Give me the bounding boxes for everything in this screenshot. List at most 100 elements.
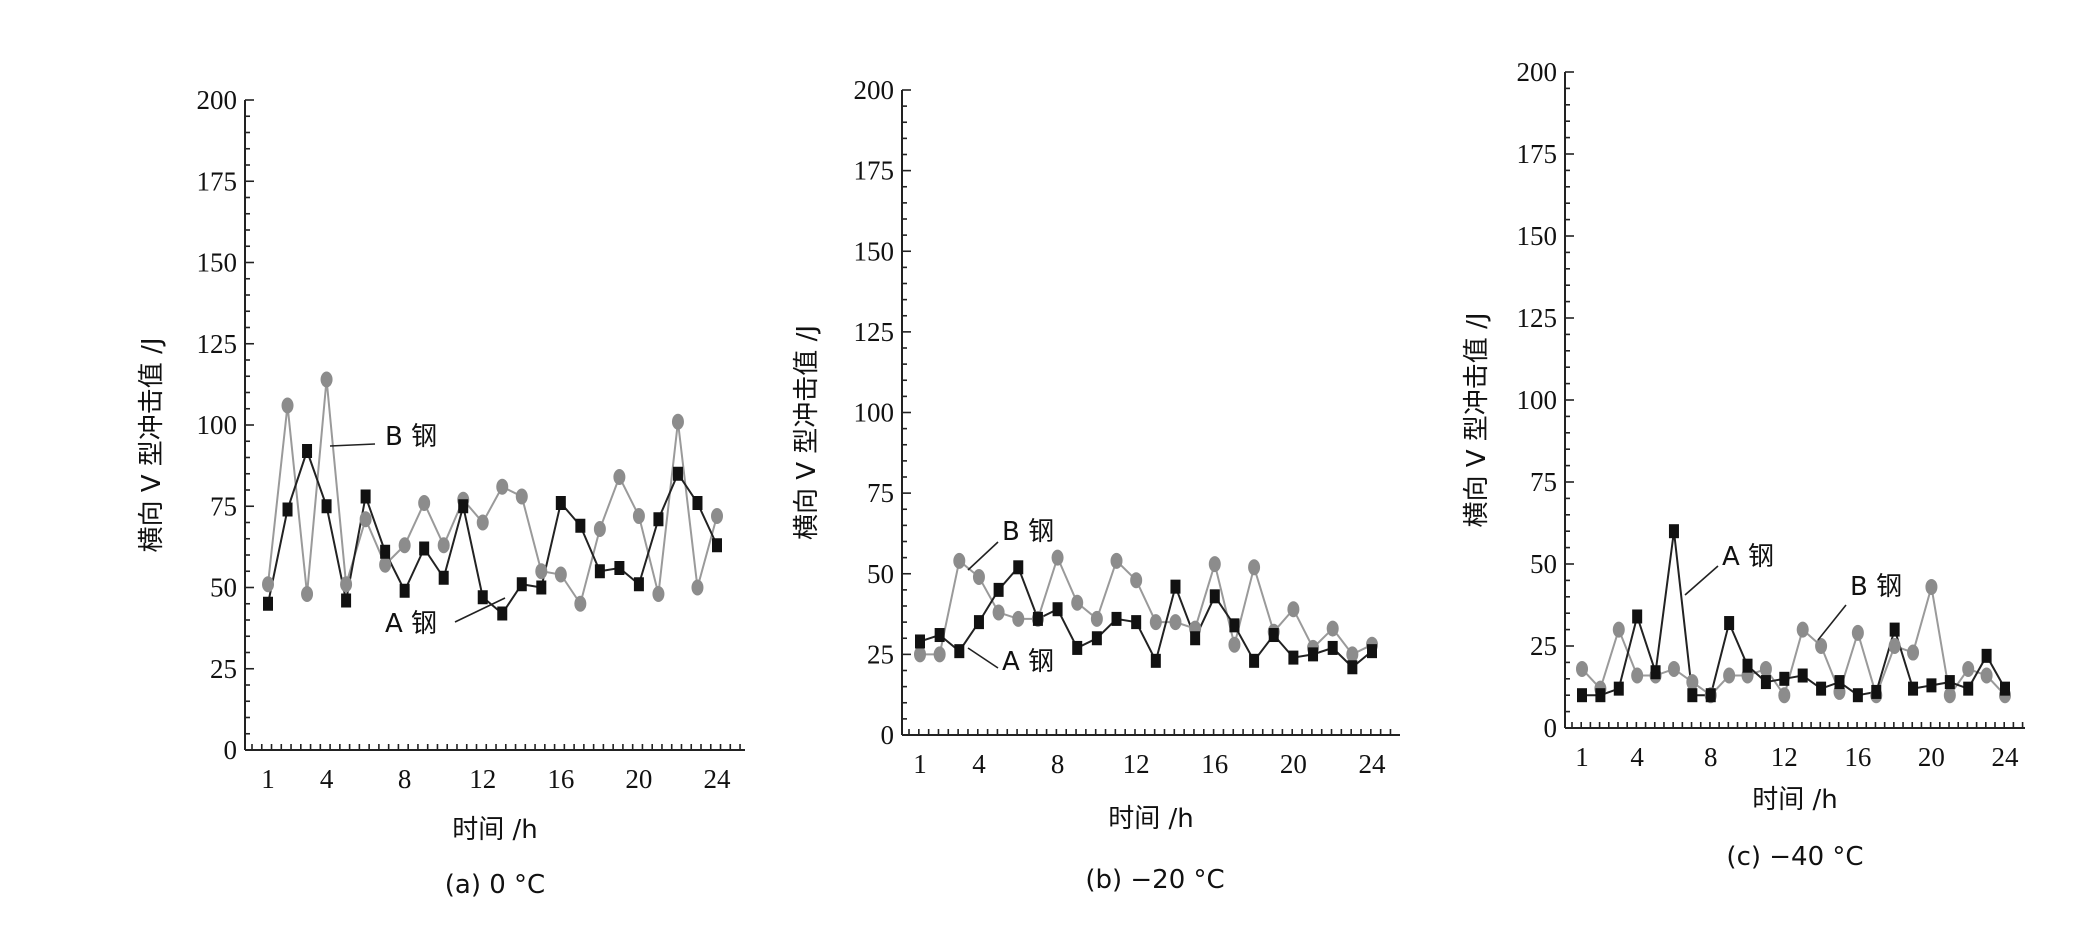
y-tick-label: 0 — [1544, 713, 1558, 743]
y-tick-label: 75 — [867, 478, 894, 508]
data-point-a — [1779, 671, 1790, 686]
data-point-a — [1209, 589, 1220, 604]
data-point-b — [1149, 614, 1162, 631]
data-point-b — [1346, 646, 1359, 663]
data-point-a — [1249, 653, 1260, 668]
data-point-a — [1871, 684, 1882, 699]
data-point-b — [992, 604, 1005, 621]
y-tick-label: 125 — [1517, 303, 1558, 333]
data-point-b — [574, 595, 587, 612]
panel-caption: (a) 0 °C — [445, 870, 545, 900]
y-tick-label: 75 — [210, 491, 237, 521]
data-point-a — [1705, 688, 1716, 703]
data-point-b — [301, 586, 314, 602]
data-point-a — [1577, 688, 1587, 703]
x-tick-label: 8 — [1051, 749, 1065, 779]
y-tick-label: 100 — [1517, 385, 1558, 415]
data-point-a — [399, 583, 410, 598]
data-point-a — [633, 577, 644, 592]
data-point-b — [1667, 660, 1680, 677]
y-tick-label: 0 — [881, 720, 895, 750]
data-point-a — [1908, 681, 1919, 696]
data-point-a — [341, 593, 352, 608]
data-point-a — [1926, 678, 1937, 693]
data-point-b — [359, 511, 372, 528]
y-tick-label: 150 — [854, 236, 895, 266]
data-point-b — [1090, 610, 1103, 627]
x-tick-label: 16 — [1201, 749, 1228, 779]
panel-caption: (c) −40 °C — [1726, 842, 1863, 872]
y-tick-label: 100 — [854, 398, 895, 428]
x-tick-label: 20 — [1918, 742, 1945, 772]
data-point-a — [993, 582, 1004, 597]
data-point-b — [1962, 660, 1975, 677]
data-point-a — [1595, 688, 1606, 703]
data-point-a — [915, 634, 925, 649]
data-point-b — [1169, 614, 1182, 631]
y-tick-label: 175 — [1517, 139, 1558, 169]
data-point-a — [1367, 644, 1377, 659]
series-label-leader — [1684, 565, 1719, 596]
x-tick-label: 4 — [1630, 742, 1644, 772]
y-axis-title: 横向 V 型冲击值 /J — [137, 337, 167, 552]
data-point-a — [1170, 579, 1181, 594]
data-point-b — [933, 646, 946, 663]
data-point-b — [320, 371, 333, 388]
data-point-a — [1072, 640, 1083, 655]
data-point-a — [1632, 609, 1643, 624]
data-point-a — [692, 496, 703, 510]
data-point-a — [1760, 675, 1771, 690]
data-point-a — [321, 499, 332, 514]
y-tick-label: 0 — [224, 735, 238, 765]
x-tick-label: 16 — [1844, 742, 1871, 772]
series-label-leader — [967, 647, 999, 669]
data-point-b — [613, 469, 626, 485]
x-tick-label: 1 — [913, 749, 927, 779]
data-point-a — [954, 644, 965, 659]
data-point-b — [515, 488, 528, 505]
data-point-a — [536, 580, 547, 595]
data-point-a — [1052, 602, 1063, 617]
data-point-b — [691, 579, 704, 596]
data-point-a — [1797, 668, 1808, 683]
data-point-a — [1834, 675, 1845, 690]
data-point-b — [652, 586, 665, 602]
data-point-b — [1130, 572, 1143, 589]
data-point-a — [1091, 631, 1102, 646]
data-point-a — [1032, 611, 1043, 626]
x-axis-title: 时间 /h — [1752, 785, 1838, 815]
data-point-b — [1631, 667, 1644, 684]
data-point-b — [632, 508, 645, 524]
data-point-a — [1944, 675, 1955, 690]
y-axis-title: 横向 V 型冲击值 /J — [1462, 312, 1492, 527]
data-point-b — [1326, 620, 1339, 637]
data-point-a — [1668, 524, 1679, 539]
data-point-a — [1111, 611, 1122, 626]
data-point-b — [418, 495, 431, 511]
data-point-b — [1208, 556, 1221, 573]
data-point-a — [1742, 658, 1753, 673]
data-point-b — [535, 563, 548, 580]
data-point-b — [398, 537, 411, 554]
data-point-b — [437, 537, 450, 554]
data-point-a — [1687, 688, 1698, 703]
data-point-a — [1963, 681, 1974, 696]
data-point-a — [438, 570, 449, 585]
series-label: B 钢 — [385, 422, 437, 452]
data-point-a — [263, 596, 273, 611]
data-point-a — [1889, 622, 1900, 637]
data-point-b — [1723, 667, 1736, 684]
data-point-a — [302, 444, 313, 458]
data-point-a — [1268, 628, 1279, 643]
data-point-b — [1925, 578, 1938, 595]
data-point-b — [914, 646, 926, 663]
y-tick-label: 50 — [210, 573, 237, 603]
data-point-b — [1228, 636, 1241, 653]
data-point-b — [1907, 644, 1920, 661]
data-point-b — [1248, 559, 1261, 576]
x-tick-label: 12 — [1771, 742, 1798, 772]
x-axis-title: 时间 /h — [1108, 804, 1194, 834]
data-point-a — [1650, 665, 1661, 680]
chart-panel-1: 0 25 50 75 100 125 150 175 200 1 4 8 12 16 20 24 时间 /h 横向… — [137, 85, 745, 900]
data-point-b — [496, 478, 509, 495]
